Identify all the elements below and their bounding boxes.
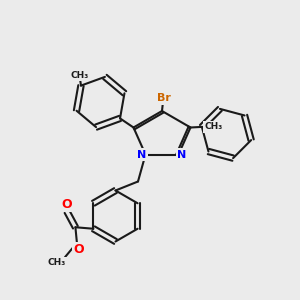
- Text: N: N: [178, 149, 187, 160]
- Text: O: O: [73, 243, 84, 256]
- Text: Br: Br: [157, 93, 170, 103]
- Text: N: N: [137, 149, 146, 160]
- Text: O: O: [61, 198, 72, 211]
- Text: CH₃: CH₃: [47, 258, 66, 267]
- Text: CH₃: CH₃: [204, 122, 222, 131]
- Text: CH₃: CH₃: [70, 70, 88, 80]
